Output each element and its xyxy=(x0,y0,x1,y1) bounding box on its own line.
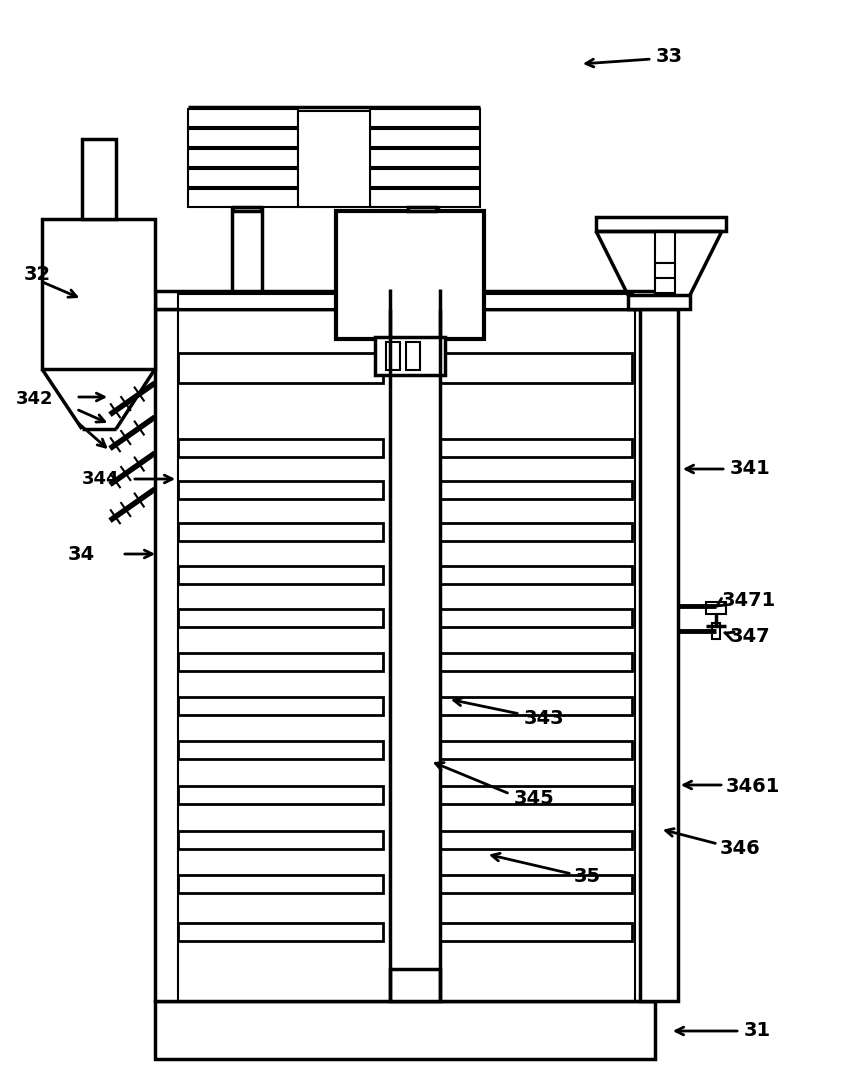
Bar xyxy=(596,217,726,231)
Bar xyxy=(370,169,480,187)
Text: 341: 341 xyxy=(730,460,770,478)
Bar xyxy=(390,969,440,1001)
Bar xyxy=(440,439,632,457)
Text: 344: 344 xyxy=(82,470,119,488)
Text: 347: 347 xyxy=(730,627,770,647)
Bar xyxy=(440,523,632,541)
Bar xyxy=(188,169,298,187)
Bar xyxy=(640,309,678,1001)
Bar xyxy=(155,291,655,309)
Text: 346: 346 xyxy=(720,840,761,858)
Bar xyxy=(188,189,298,207)
Text: 35: 35 xyxy=(574,868,601,886)
Bar xyxy=(188,109,298,127)
Bar xyxy=(178,697,383,715)
Bar xyxy=(178,741,383,759)
Bar xyxy=(435,294,633,309)
Bar xyxy=(178,831,383,849)
Bar xyxy=(628,295,690,309)
Bar xyxy=(178,439,383,457)
Bar xyxy=(232,209,262,291)
Bar xyxy=(178,566,383,584)
Bar xyxy=(440,353,632,383)
Bar xyxy=(440,481,632,499)
Bar xyxy=(336,211,484,339)
Bar xyxy=(178,294,388,309)
Text: 343: 343 xyxy=(524,710,565,729)
Text: 34: 34 xyxy=(68,544,95,563)
Bar xyxy=(440,653,632,671)
Bar xyxy=(178,523,383,541)
Bar xyxy=(655,264,675,293)
Text: 3461: 3461 xyxy=(726,778,781,796)
Bar xyxy=(370,129,480,147)
Bar xyxy=(706,602,726,614)
Bar xyxy=(155,1001,655,1059)
Bar xyxy=(82,139,116,219)
Bar xyxy=(188,149,298,167)
Bar xyxy=(178,481,383,499)
Bar xyxy=(233,207,261,211)
Bar xyxy=(370,109,480,127)
Bar xyxy=(155,309,655,1001)
Bar xyxy=(655,231,675,264)
Bar xyxy=(370,149,480,167)
Bar xyxy=(298,111,370,207)
Bar xyxy=(178,786,383,804)
Bar xyxy=(42,219,155,369)
Bar xyxy=(386,342,400,370)
Bar xyxy=(178,653,383,671)
Text: 342: 342 xyxy=(16,390,53,408)
Bar xyxy=(440,786,632,804)
Bar xyxy=(440,566,632,584)
Bar xyxy=(370,189,480,207)
Text: 33: 33 xyxy=(656,48,683,66)
Bar xyxy=(178,923,383,941)
Bar xyxy=(178,609,383,627)
Bar xyxy=(440,874,632,893)
Bar xyxy=(178,874,383,893)
Bar xyxy=(440,923,632,941)
Bar xyxy=(440,831,632,849)
Bar xyxy=(188,129,298,147)
Bar xyxy=(408,209,438,291)
Bar xyxy=(178,353,383,383)
Bar xyxy=(440,741,632,759)
Bar xyxy=(712,623,720,639)
Text: 345: 345 xyxy=(514,790,555,808)
Bar xyxy=(408,207,436,211)
Text: 3471: 3471 xyxy=(722,591,776,611)
Bar xyxy=(375,337,445,375)
Text: 32: 32 xyxy=(24,265,51,283)
Text: 31: 31 xyxy=(744,1021,771,1040)
Bar xyxy=(440,609,632,627)
Bar xyxy=(406,342,420,370)
Bar xyxy=(440,697,632,715)
